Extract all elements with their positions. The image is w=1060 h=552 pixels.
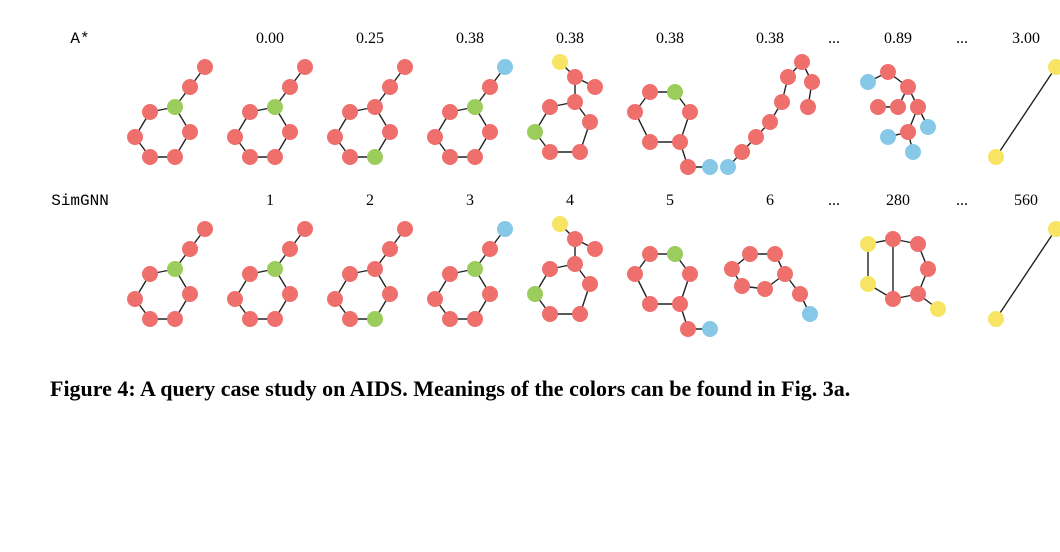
graph-cell: 0.25 [320,30,420,182]
graph-cell: 280 [848,192,948,344]
graph-cell [120,192,220,344]
molecule-graph [420,52,520,182]
graph-cell: 2 [320,192,420,344]
molecule-graph [848,214,948,344]
molecule-graph [220,52,320,182]
graph-cell: 3.00 [976,30,1060,182]
score-label: 1 [220,192,320,212]
molecule-graph [220,214,320,344]
row-label-astar: A* [40,30,120,182]
molecule-graph [976,214,1060,344]
graph-cell: 0.89 [848,30,948,182]
graph-row: SimGNN123456...280...560 [40,192,1020,344]
score-label: 2 [320,192,420,212]
molecule-graph [320,52,420,182]
ellipsis: ... [948,192,976,212]
graph-cell: 1 [220,192,320,344]
graph-cell: 3 [420,192,520,344]
graph-cell: 560 [976,192,1060,344]
score-label: 4 [520,192,620,212]
score-label: 0.89 [848,30,948,50]
molecule-graph [520,214,620,344]
graph-cell: 0.38 [520,30,620,182]
score-label: 3 [420,192,520,212]
molecule-graph [120,214,220,344]
ellipsis: ... [820,30,848,50]
score-label: 5 [620,192,720,212]
score-label: 0.00 [220,30,320,50]
row-label-simgnn: SimGNN [40,192,120,344]
graph-cell [120,30,220,182]
score-label: 6 [720,192,820,212]
graph-cell: 4 [520,192,620,344]
graph-cell: 0.00 [220,30,320,182]
molecule-graph [620,52,720,182]
molecule-graph [620,214,720,344]
score-label [120,192,220,212]
graph-cell: 0.38 [420,30,520,182]
graph-cell: 6 [720,192,820,344]
graph-cell: 5 [620,192,720,344]
score-label: 0.38 [620,30,720,50]
molecule-graph [848,52,948,182]
score-label: 0.38 [720,30,820,50]
score-label: 560 [976,192,1060,212]
score-label: 0.38 [520,30,620,50]
molecule-graph [720,52,820,182]
molecule-graph [420,214,520,344]
figure-caption: Figure 4: A query case study on AIDS. Me… [40,374,1020,404]
molecule-graph [120,52,220,182]
score-label: 3.00 [976,30,1060,50]
molecule-graph [320,214,420,344]
molecule-graph [976,52,1060,182]
figure-container: A*0.000.250.380.380.380.38...0.89...3.00… [0,0,1060,424]
score-label: 0.25 [320,30,420,50]
score-label: 0.38 [420,30,520,50]
score-label: 280 [848,192,948,212]
ellipsis: ... [948,30,976,50]
graph-row: A*0.000.250.380.380.380.38...0.89...3.00 [40,30,1020,182]
graph-cell: 0.38 [620,30,720,182]
graph-rows: A*0.000.250.380.380.380.38...0.89...3.00… [40,30,1020,344]
score-label [120,30,220,50]
molecule-graph [720,214,820,344]
graph-cell: 0.38 [720,30,820,182]
molecule-graph [520,52,620,182]
ellipsis: ... [820,192,848,212]
